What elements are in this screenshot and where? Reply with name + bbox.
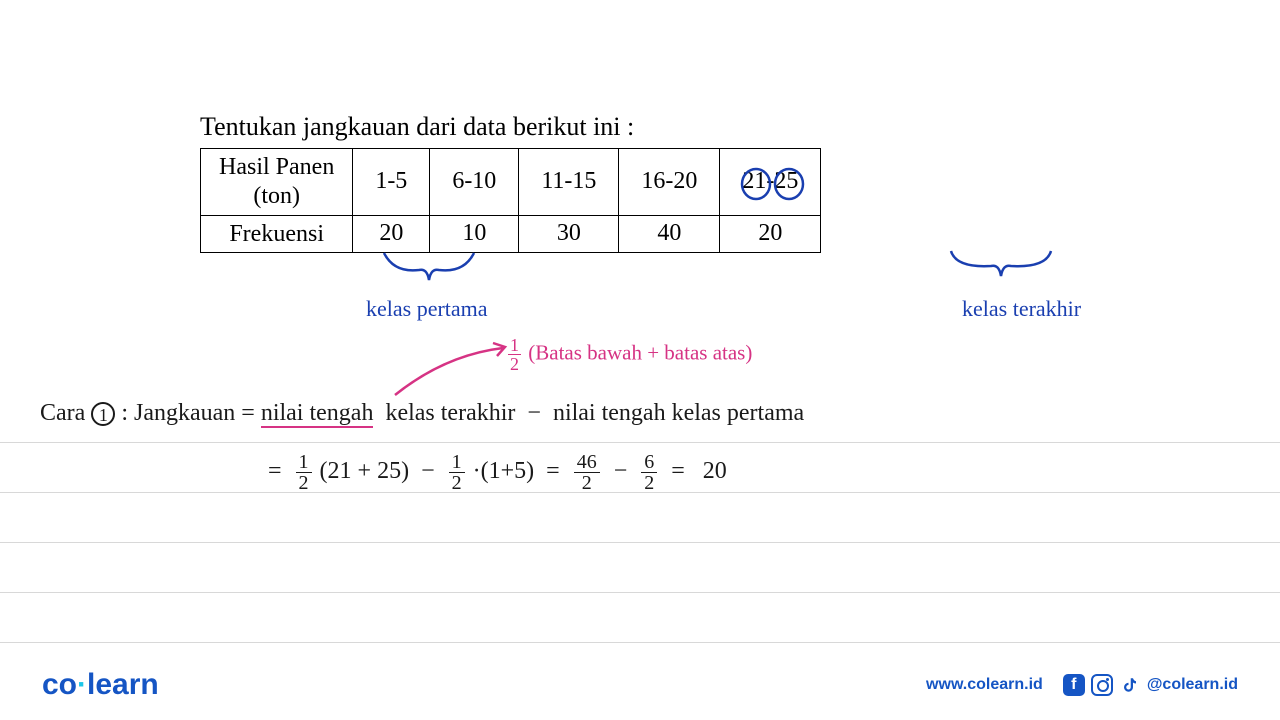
circled-number-icon: 1 [91,402,115,426]
main-content: Tentukan jangkauan dari data berikut ini… [200,112,821,253]
table-cell: 20 [720,215,821,253]
label-kelas-terakhir: kelas terakhir [962,296,1081,322]
cara-line: Cara 1 : Jangkauan = nilai tengah kelas … [40,400,1240,427]
circled-range: 21-25 [742,168,798,194]
instagram-icon [1091,674,1113,696]
arrow-pink-icon [385,340,515,400]
question-title: Tentukan jangkauan dari data berikut ini… [200,112,821,142]
table-row: Hasil Panen(ton) 1-5 6-10 11-15 16-20 21… [201,149,821,216]
brand-logo: co·learn [42,668,159,702]
table-cell: 6-10 [430,149,519,216]
table-cell: 21-25 [720,149,821,216]
footer-right: www.colearn.id f @colearn.id [926,674,1238,696]
circle-annotation-icon [734,166,814,202]
equation-line: = 12 (21 + 25) − 12 ·(1+5) = 462 − 62 = … [268,452,727,493]
table-cell: 40 [619,215,720,253]
formula-hint: 1 2 (Batas bawah + batas atas) [508,336,752,373]
row-header-1: Hasil Panen(ton) [201,149,353,216]
brace-last-icon [946,246,1056,284]
facebook-icon: f [1063,674,1085,696]
row-header-2: Frekuensi [201,215,353,253]
underlined-term: nilai tengah [261,400,374,428]
tiktok-icon [1119,674,1141,696]
social-handle: @colearn.id [1147,676,1238,694]
label-kelas-pertama: kelas pertama [366,296,488,322]
table-cell: 16-20 [619,149,720,216]
brace-first-icon [379,248,479,288]
table-cell: 1-5 [353,149,430,216]
footer: co·learn www.colearn.id f @colearn.id [0,668,1280,702]
footer-url: www.colearn.id [926,676,1043,694]
table-cell: 30 [519,215,619,253]
table-cell: 11-15 [519,149,619,216]
data-table: Hasil Panen(ton) 1-5 6-10 11-15 16-20 21… [200,148,821,253]
social-icons: f @colearn.id [1063,674,1238,696]
table-row: Frekuensi 20 10 30 40 20 [201,215,821,253]
